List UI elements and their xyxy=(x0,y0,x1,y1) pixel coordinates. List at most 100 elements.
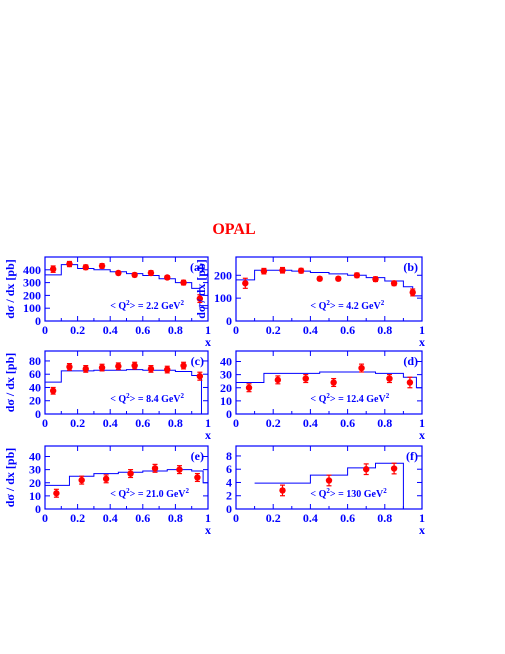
x-tick-label: 0.4 xyxy=(103,416,118,430)
y-tick-label: 40 xyxy=(29,450,41,464)
x-tick-label: 0 xyxy=(233,323,239,337)
data-point xyxy=(53,490,60,497)
y-tick-label: 100 xyxy=(23,301,41,315)
data-point xyxy=(49,265,57,273)
data-point xyxy=(358,364,365,372)
data-point xyxy=(78,476,85,484)
model-histogram xyxy=(236,371,422,389)
x-tick-label: 0 xyxy=(42,323,48,337)
y-tick-label: 400 xyxy=(23,263,41,277)
data-point xyxy=(353,272,361,279)
y-tick-label: 0 xyxy=(35,314,41,328)
y-tick-label: 60 xyxy=(29,367,41,381)
q2-annotation: < Q2> = 2.2 GeV2 xyxy=(110,299,184,312)
data-point xyxy=(164,366,171,373)
q2-annotation: < Q2> = 12.4 GeV2 xyxy=(310,392,389,405)
data-point xyxy=(102,475,110,483)
y-tick-label: 80 xyxy=(29,354,41,368)
data-point xyxy=(180,362,187,369)
data-point xyxy=(196,295,204,302)
y-axis-label: dσ / dx [pb] xyxy=(194,259,208,319)
data-point xyxy=(115,269,122,277)
data-point xyxy=(260,267,268,275)
panel-label: (e) xyxy=(191,449,204,463)
data-point xyxy=(98,262,106,270)
y-tick-label: 100 xyxy=(214,291,232,305)
x-axis-label: x xyxy=(419,335,425,349)
x-tick-label: 0.6 xyxy=(135,416,150,430)
y-tick-label: 10 xyxy=(220,394,232,408)
y-tick-label: 300 xyxy=(23,276,41,290)
y-tick-label: 0 xyxy=(226,407,232,421)
data-point xyxy=(151,465,159,472)
data-point xyxy=(131,362,138,369)
x-tick-label: 0.2 xyxy=(266,416,281,430)
x-tick-label: 0.8 xyxy=(168,323,183,337)
x-tick-label: 0.4 xyxy=(103,511,118,525)
data-point xyxy=(147,269,155,277)
x-tick-label: 0.4 xyxy=(303,416,318,430)
data-point xyxy=(127,470,134,477)
x-tick-label: 0.4 xyxy=(103,323,118,337)
panel-label: (b) xyxy=(403,260,418,274)
y-tick-label: 10 xyxy=(29,489,41,503)
q2-annotation: < Q2> = 130 GeV2 xyxy=(310,487,387,500)
data-point xyxy=(131,271,138,279)
x-axis-label: x xyxy=(205,428,211,442)
x-tick-label: 0.8 xyxy=(377,511,392,525)
x-tick-label: 1 xyxy=(205,416,211,430)
x-tick-label: 1 xyxy=(419,416,425,430)
data-point xyxy=(82,365,89,373)
data-point xyxy=(279,487,286,494)
x-tick-label: 0.2 xyxy=(266,323,281,337)
data-point xyxy=(49,387,57,394)
data-point xyxy=(66,260,73,268)
data-point xyxy=(196,373,204,380)
data-point xyxy=(245,384,253,391)
x-axis-label: x xyxy=(205,335,211,349)
data-point xyxy=(66,363,73,371)
data-point xyxy=(363,466,370,473)
y-tick-label: 200 xyxy=(23,288,41,302)
panel-label: (d) xyxy=(403,354,418,368)
data-point xyxy=(302,375,309,382)
data-point xyxy=(194,474,201,481)
x-tick-label: 0.2 xyxy=(70,511,85,525)
panel-b: 0 0.2 0.4 0.6 0.8 1 0 100 200 x dσ / dx [pb] (b) < Q… xyxy=(194,256,425,349)
data-point xyxy=(115,363,122,370)
data-point xyxy=(386,375,393,382)
y-tick-label: 40 xyxy=(220,355,232,369)
data-point xyxy=(390,280,398,287)
data-point xyxy=(147,365,155,373)
x-tick-label: 0.6 xyxy=(340,323,355,337)
y-axis-label: dσ / dx [pb] xyxy=(3,259,17,319)
data-point xyxy=(180,279,187,286)
y-tick-label: 200 xyxy=(214,268,232,282)
q2-annotation: < Q2> = 8.4 GeV2 xyxy=(110,392,184,405)
y-tick-label: 6 xyxy=(226,462,232,476)
x-tick-label: 0.2 xyxy=(70,323,85,337)
x-tick-label: 0 xyxy=(233,416,239,430)
x-tick-label: 0.2 xyxy=(266,511,281,525)
panel-label: (c) xyxy=(191,354,204,368)
panel-label: (a) xyxy=(190,260,204,274)
data-point xyxy=(330,379,337,386)
x-tick-label: 1 xyxy=(205,323,211,337)
y-tick-label: 20 xyxy=(29,394,41,408)
data-point xyxy=(297,267,305,274)
x-tick-label: 0.6 xyxy=(340,511,355,525)
model-histogram xyxy=(45,369,208,415)
y-tick-label: 0 xyxy=(226,502,232,516)
data-point xyxy=(316,275,323,282)
y-tick-label: 20 xyxy=(220,381,232,395)
data-point xyxy=(325,477,333,484)
y-tick-label: 30 xyxy=(220,368,232,382)
x-tick-label: 0.8 xyxy=(168,416,183,430)
data-point xyxy=(164,274,171,281)
x-tick-label: 0.8 xyxy=(168,511,183,525)
data-point xyxy=(390,465,398,472)
